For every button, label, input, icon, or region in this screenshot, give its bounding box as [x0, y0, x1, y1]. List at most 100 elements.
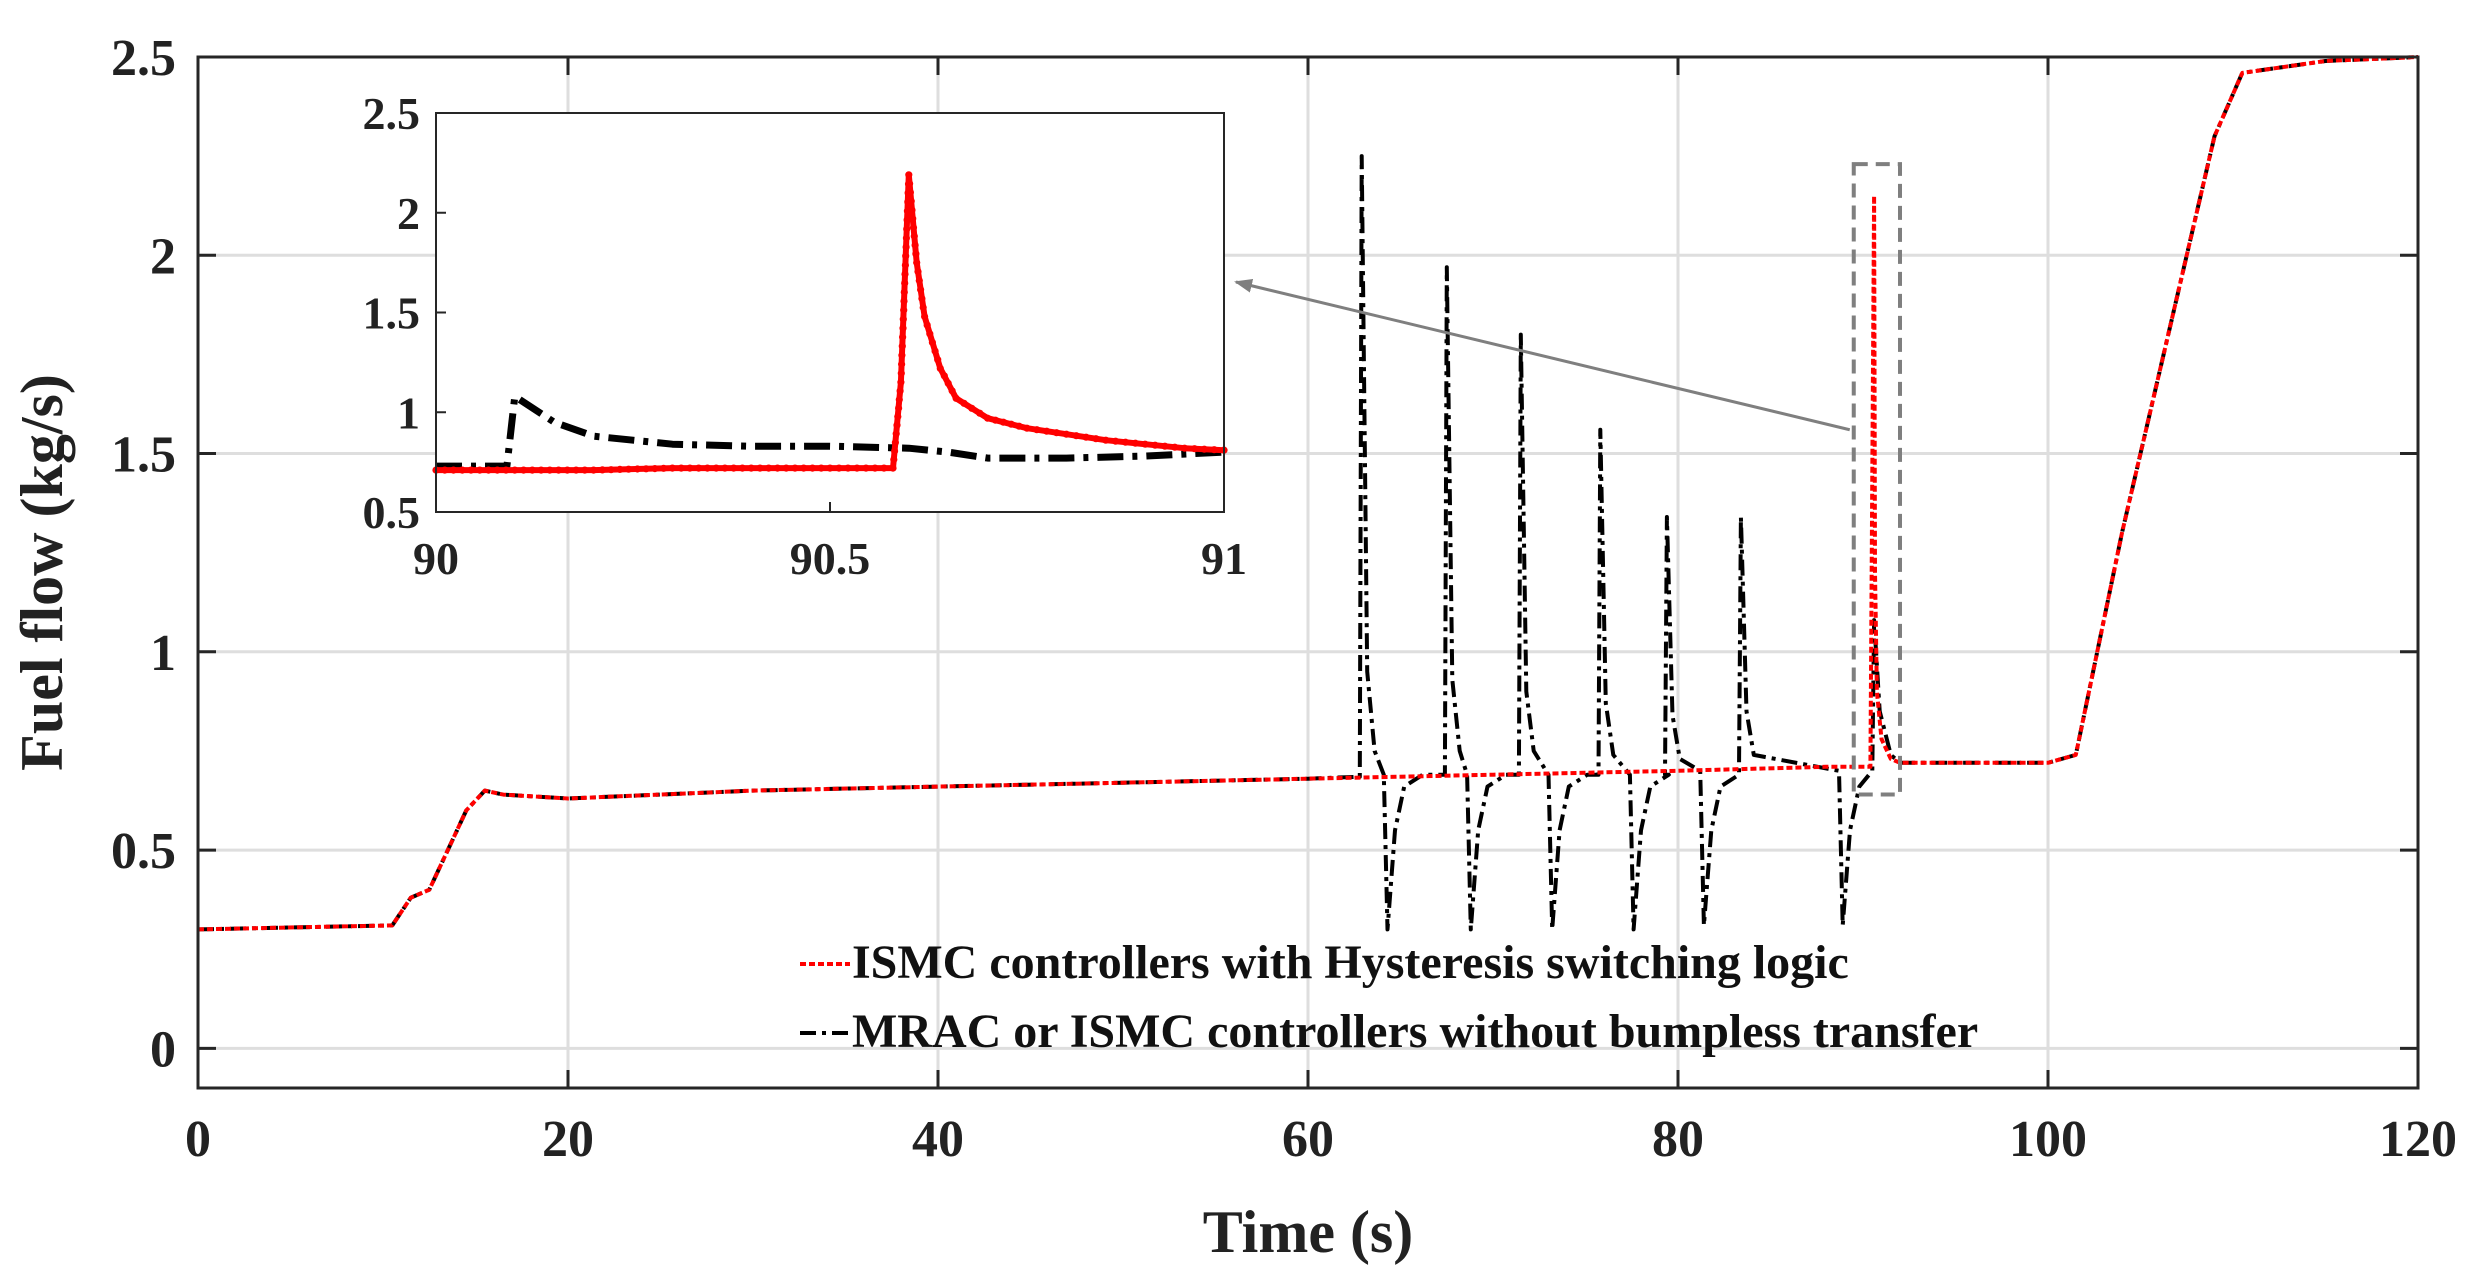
- inset-marker-point: [493, 466, 501, 474]
- inset-marker-point: [917, 286, 925, 294]
- inset-marker-point: [913, 259, 921, 267]
- inset-marker-point: [903, 216, 911, 224]
- inset-marker-point: [791, 464, 799, 472]
- inset-marker-point: [940, 372, 948, 380]
- inset-marker-point: [880, 464, 888, 472]
- inset-marker-point: [730, 464, 738, 472]
- inset-marker-point: [900, 297, 908, 305]
- inset-marker-point: [844, 464, 852, 472]
- inset-marker-point: [921, 312, 929, 321]
- inset-marker-point: [607, 466, 615, 474]
- inset-marker-point: [899, 324, 907, 332]
- inset-marker-point: [1121, 438, 1130, 446]
- inset-marker-point: [991, 416, 1000, 424]
- inset-marker-point: [441, 466, 449, 474]
- inset-marker-point: [1131, 439, 1139, 447]
- inset-marker-point: [721, 464, 729, 472]
- inset-marker-point: [449, 466, 458, 474]
- inset-marker-point: [1043, 427, 1051, 435]
- inset-y-tick-label: 1.5: [363, 288, 421, 339]
- inset-marker-point: [642, 465, 650, 473]
- inset-marker-point: [1151, 441, 1159, 449]
- inset-marker-point: [903, 225, 911, 233]
- inset-marker-point: [1141, 440, 1149, 448]
- inset-marker-point: [889, 464, 897, 472]
- inset-marker-point: [902, 234, 911, 242]
- inset-marker-point: [914, 268, 922, 276]
- inset-marker-point: [909, 215, 917, 223]
- inset-marker-point: [660, 464, 668, 472]
- inset-marker-point: [738, 464, 747, 472]
- inset-marker-point: [677, 464, 685, 472]
- inset-marker-point: [999, 418, 1008, 426]
- inset-marker-point: [1190, 445, 1199, 453]
- inset-marker-point: [1171, 443, 1179, 451]
- inset-axis-ticks: 90 90.5 91 0.5 1 1.5 2 2.5: [363, 88, 1248, 584]
- series-line-mrac: [197, 55, 2419, 932]
- inset-series-group: [432, 171, 1228, 474]
- inset-marker-point: [898, 360, 906, 368]
- inset-marker-point: [616, 465, 624, 473]
- inset-marker-point: [808, 464, 817, 472]
- inset-marker-point: [918, 294, 926, 303]
- inset-marker-point: [598, 466, 607, 474]
- inset-y-tick-label: 2: [397, 188, 420, 239]
- inset-marker-point: [899, 315, 907, 323]
- inset-marker-point: [467, 466, 475, 474]
- inset-marker-point: [1102, 436, 1110, 444]
- inset-marker-point: [919, 303, 927, 312]
- inset-marker-point: [901, 261, 910, 269]
- inset-marker-point: [899, 333, 907, 341]
- inset-marker-point: [1007, 420, 1015, 428]
- inset-marker-point: [668, 464, 677, 472]
- inset-marker-point: [984, 414, 992, 422]
- inset-marker-point: [546, 466, 554, 474]
- inset-marker-point: [906, 180, 914, 188]
- y-tick-label: 1: [150, 625, 176, 682]
- zoom-region-box: [1851, 162, 1902, 797]
- x-tick-label: 120: [2379, 1111, 2457, 1168]
- legend: ISMC controllers with Hysteresis switchi…: [800, 936, 1978, 1058]
- x-tick-label: 40: [912, 1111, 964, 1168]
- inset-marker-point: [1200, 445, 1208, 453]
- inset-marker-point: [826, 464, 834, 472]
- inset-marker-point: [936, 364, 944, 372]
- inset-marker-point: [1033, 426, 1041, 434]
- inset-marker-point: [895, 395, 903, 404]
- inset-marker-point: [908, 206, 916, 214]
- y-tick-label: 0.5: [111, 823, 176, 880]
- inset-y-tick-label: 0.5: [363, 487, 421, 538]
- inset-marker-point: [901, 270, 909, 278]
- inset-marker-point: [911, 241, 919, 249]
- inset-marker-point: [905, 171, 913, 179]
- x-tick-label: 0: [185, 1111, 211, 1168]
- inset-marker-point: [537, 466, 545, 474]
- inset-marker-point: [484, 466, 493, 474]
- x-tick-label: 20: [542, 1111, 594, 1168]
- inset-marker-point: [900, 306, 908, 314]
- inset-marker-point: [901, 279, 909, 287]
- inset-marker-point: [633, 465, 642, 473]
- inset-marker-point: [948, 387, 956, 395]
- inset-marker-point: [800, 464, 808, 472]
- inset-marker-point: [915, 277, 923, 285]
- inset-x-tick-label: 91: [1201, 533, 1247, 584]
- inset-marker-point: [1181, 444, 1189, 452]
- inset-marker-point: [910, 232, 918, 240]
- inset-marker-point: [1052, 429, 1061, 437]
- inset-marker-point: [476, 466, 484, 474]
- inset-marker-point: [1062, 430, 1070, 438]
- y-tick-label: 0: [150, 1021, 176, 1078]
- inset-marker-point: [458, 466, 466, 474]
- inset-marker-point: [782, 464, 790, 472]
- y-tick-label: 2: [150, 228, 176, 285]
- inset-marker-point: [891, 447, 899, 455]
- inset-marker-point: [817, 464, 825, 472]
- inset-marker-point: [1015, 422, 1023, 430]
- inset-marker-point: [835, 464, 843, 472]
- inset-marker-point: [968, 404, 976, 412]
- inset-marker-point: [906, 188, 915, 196]
- inset-marker-point: [747, 464, 755, 472]
- zoom-arrow: [1234, 278, 1851, 432]
